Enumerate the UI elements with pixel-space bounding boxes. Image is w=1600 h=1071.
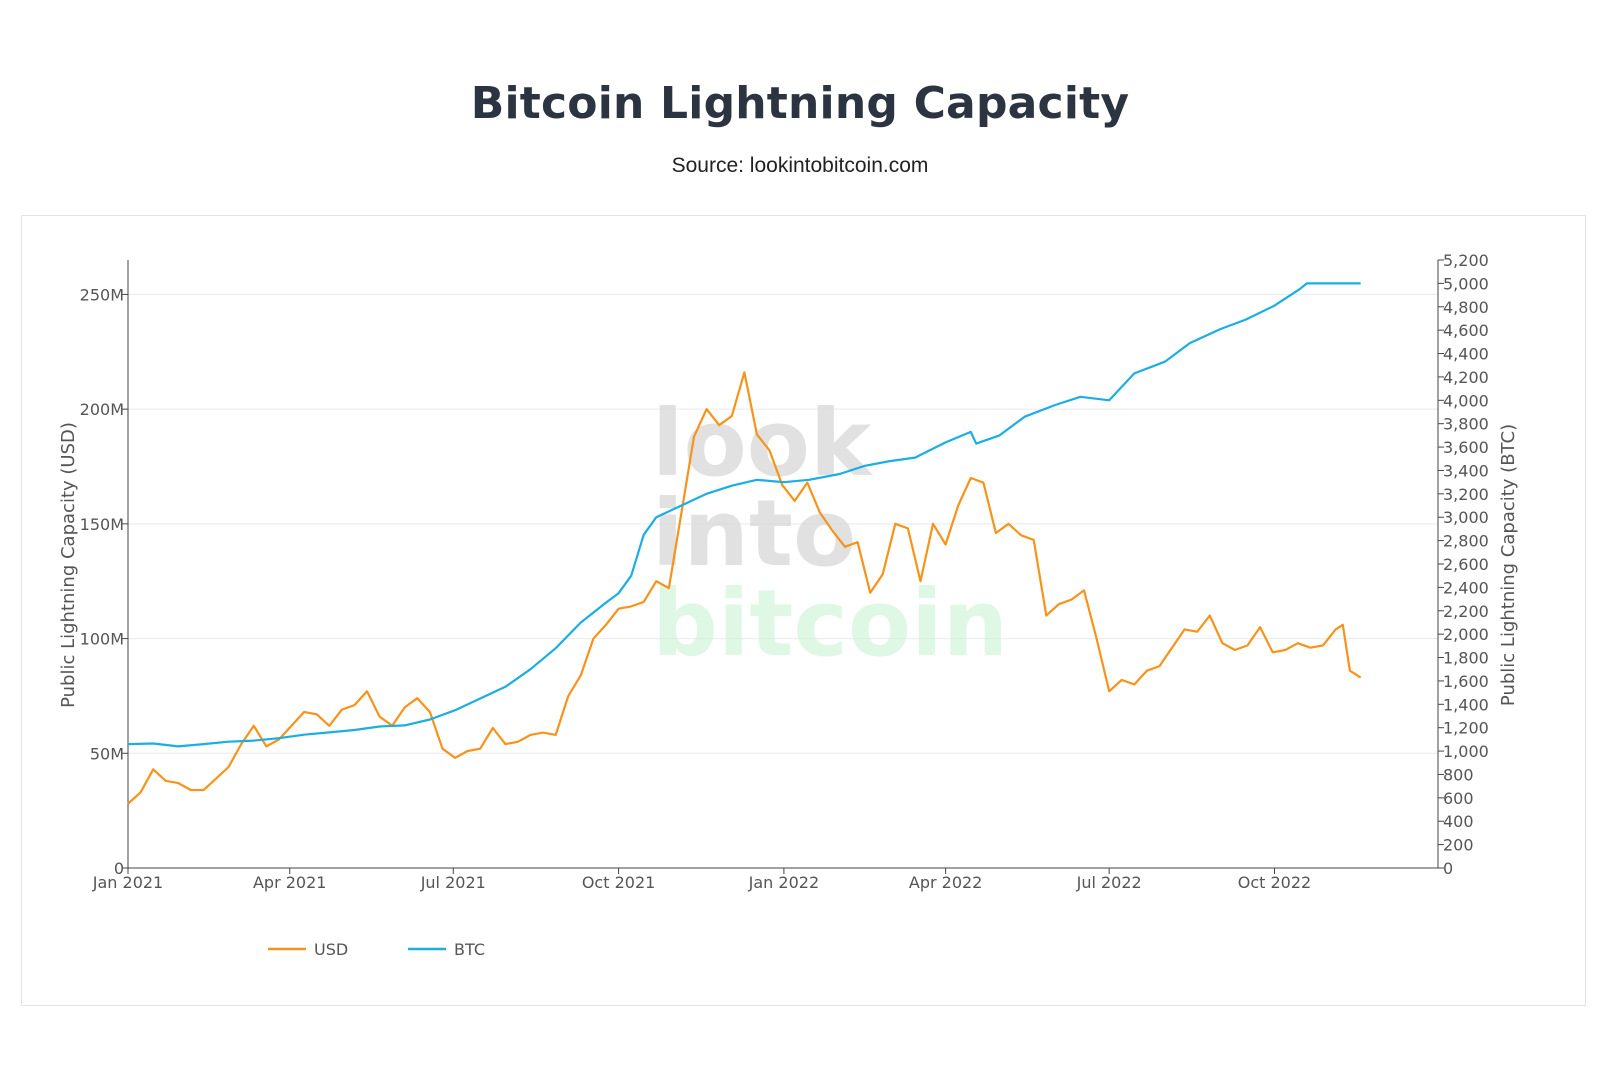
y-right-tick-label-17: 3,400 [1443, 461, 1489, 480]
page-title: Bitcoin Lightning Capacity [470, 78, 1130, 129]
y-right-tick-label-14: 2,800 [1443, 532, 1489, 551]
x-tick-label-3: Oct 2021 [582, 873, 655, 892]
x-tick-label-0: Jan 2021 [92, 873, 163, 892]
y-left-axis-title: Public Lightning Capacity (USD) [58, 422, 79, 708]
legend-label-usd: USD [314, 940, 348, 959]
y-left-tick-label-0: 0 [114, 859, 124, 878]
watermark-line-1: look [652, 390, 873, 497]
watermark: look into bitcoin [652, 390, 1008, 677]
y-right-tick-label-21: 4,200 [1443, 368, 1489, 387]
y-right-axis-title: Public Lightning Capacity (BTC) [1498, 424, 1519, 706]
series-lines [127, 282, 1362, 805]
y-left-tick-label-3: 150M [80, 515, 124, 534]
y-right-tick-label-1: 200 [1443, 836, 1474, 855]
x-tick-label-7: Oct 2022 [1238, 873, 1311, 892]
chart-frame [21, 215, 1586, 1006]
y-left-tick-label-1: 50M [90, 744, 124, 763]
y-right-tick-label-11: 2,200 [1443, 602, 1489, 621]
y-right-tick-label-9: 1,800 [1443, 649, 1489, 668]
watermark-line-2: into [652, 480, 856, 587]
y-right-tick-label-18: 3,600 [1443, 438, 1489, 457]
y-left-axis-ticks: 0 50M 100M 150M 200M 250M [80, 285, 128, 878]
y-left-tick-label-4: 200M [80, 400, 124, 419]
legend-label-btc: BTC [454, 940, 485, 959]
y-right-tick-label-22: 4,400 [1443, 345, 1489, 364]
y-right-tick-label-7: 1,400 [1443, 695, 1489, 714]
y-right-tick-label-16: 3,200 [1443, 485, 1489, 504]
x-tick-label-2: Jul 2021 [420, 873, 486, 892]
x-axis-ticks: Jan 2021 Apr 2021 Jul 2021 Oct 2021 Jan 2022… [92, 868, 1311, 892]
x-tick-label-6: Jul 2022 [1076, 873, 1142, 892]
y-right-tick-label-20: 4,000 [1443, 391, 1489, 410]
y-right-tick-label-23: 4,600 [1443, 321, 1489, 340]
y-right-tick-label-0: 0 [1443, 859, 1453, 878]
y-right-tick-label-25: 5,000 [1443, 274, 1489, 293]
page-subtitle: Source: lookintobitcoin.com [671, 154, 929, 177]
y-right-tick-label-24: 4,800 [1443, 298, 1489, 317]
series-line-btc [127, 282, 1361, 748]
y-right-tick-label-2: 400 [1443, 812, 1474, 831]
series-line-usd [127, 371, 1362, 805]
x-tick-label-5: Apr 2022 [909, 873, 982, 892]
y-left-tick-label-2: 100M [80, 630, 124, 649]
y-right-tick-label-13: 2,600 [1443, 555, 1489, 574]
y-right-tick-label-19: 3,800 [1443, 415, 1489, 434]
legend: USD BTC [268, 940, 485, 959]
y-right-tick-label-26: 5,200 [1443, 251, 1489, 270]
y-right-tick-label-10: 2,000 [1443, 625, 1489, 644]
y-right-tick-label-12: 2,400 [1443, 578, 1489, 597]
y-left-tick-label-5: 250M [80, 285, 124, 304]
watermark-line-3: bitcoin [652, 570, 1008, 677]
y-right-tick-label-15: 3,000 [1443, 508, 1489, 527]
y-right-tick-label-6: 1,200 [1443, 719, 1489, 738]
y-right-tick-label-3: 600 [1443, 789, 1474, 808]
y-right-tick-label-8: 1,600 [1443, 672, 1489, 691]
x-tick-label-4: Jan 2022 [748, 873, 819, 892]
y-right-tick-label-4: 800 [1443, 765, 1474, 784]
y-right-tick-label-5: 1,000 [1443, 742, 1489, 761]
y-right-axis-ticks: 0 200 400 600 800 1,000 1,200 1,400 1,600 1,800 2,… [1438, 251, 1489, 878]
x-tick-label-1: Apr 2021 [253, 873, 326, 892]
